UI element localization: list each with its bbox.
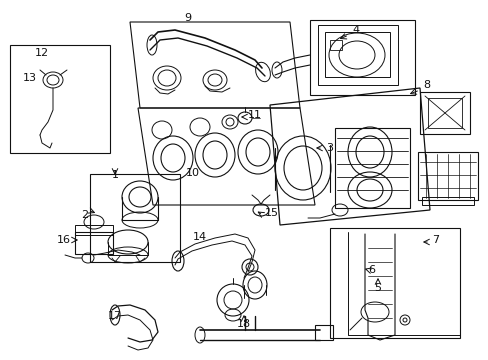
Bar [329, 40, 341, 50]
Bar [314, 325, 332, 340]
Text: 7: 7 [431, 235, 438, 245]
Bar [10, 45, 110, 153]
Text: 17: 17 [108, 311, 122, 321]
Text: 2: 2 [81, 210, 88, 220]
Text: 3: 3 [325, 143, 332, 153]
Text: 5: 5 [374, 283, 381, 293]
Text: 9: 9 [184, 13, 191, 23]
Bar [421, 197, 473, 205]
Bar [317, 25, 397, 85]
Text: 6: 6 [368, 265, 375, 275]
Text: 15: 15 [264, 208, 279, 218]
Text: 8: 8 [422, 80, 429, 90]
Text: 14: 14 [193, 232, 206, 242]
Text: 10: 10 [185, 168, 200, 178]
Bar [334, 128, 409, 208]
Bar [427, 98, 461, 128]
Text: 4: 4 [351, 25, 358, 35]
Text: 18: 18 [237, 319, 250, 329]
Bar [75, 232, 113, 254]
Text: 1: 1 [111, 170, 118, 180]
Bar [329, 228, 459, 338]
Bar [419, 92, 469, 134]
Text: 11: 11 [247, 110, 262, 120]
Text: 12: 12 [35, 48, 49, 58]
Bar [90, 174, 180, 262]
Bar [325, 32, 389, 77]
Text: 13: 13 [23, 73, 37, 83]
Bar [75, 225, 113, 235]
Bar [417, 152, 477, 200]
Text: 16: 16 [57, 235, 71, 245]
